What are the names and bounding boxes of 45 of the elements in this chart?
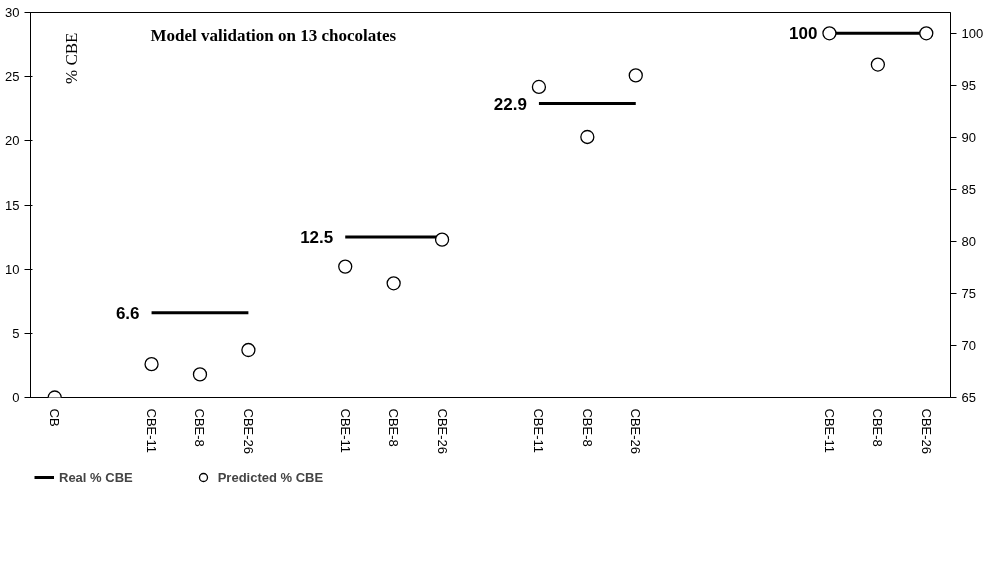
y-axis-title: % CBE bbox=[61, 32, 81, 84]
point bbox=[192, 367, 208, 382]
y-tick-label: 5 bbox=[12, 325, 20, 341]
y2-tick-label: 95 bbox=[961, 77, 976, 93]
y2-tick-label: 75 bbox=[961, 285, 976, 301]
y-tick-label: 15 bbox=[5, 197, 20, 213]
y2-tick-label: 80 bbox=[961, 233, 976, 249]
x-tick-label: CBE-8 bbox=[579, 408, 595, 447]
y2-tick-label: 70 bbox=[961, 337, 976, 353]
x-tick-label: CBE-26 bbox=[628, 408, 644, 455]
point bbox=[386, 276, 401, 291]
y-tick-label: 10 bbox=[5, 261, 20, 277]
data-label: 22.9 bbox=[493, 94, 527, 114]
text: Model validation on 13 chocolates bbox=[150, 25, 397, 45]
point bbox=[241, 342, 256, 358]
point bbox=[434, 232, 450, 247]
x-tick-label: CBE-26 bbox=[434, 408, 450, 455]
y-tick-label: 30 bbox=[5, 5, 20, 20]
y2-tick-label: 90 bbox=[961, 129, 976, 145]
point bbox=[531, 79, 547, 95]
y2-tick-label: 85 bbox=[961, 181, 976, 197]
x-tick-label: CB bbox=[47, 408, 63, 427]
y-tick-label: 20 bbox=[5, 133, 20, 149]
x-tick-label: CBE-11 bbox=[531, 408, 547, 454]
data-label: 6.6 bbox=[115, 303, 140, 323]
legend-label: Real % CBE bbox=[59, 469, 133, 485]
point bbox=[580, 129, 595, 145]
x-tick-label: CBE-8 bbox=[870, 408, 886, 447]
y-tick-label: 25 bbox=[5, 69, 20, 85]
y2-tick-label: 65 bbox=[961, 390, 976, 405]
y2-tick-label: 100 bbox=[961, 25, 984, 41]
x-tick-label: CBE-11 bbox=[144, 408, 160, 454]
x-tick-label: CBE-11 bbox=[337, 408, 353, 454]
data-label: 100 bbox=[789, 24, 818, 44]
x-tick-label: CBE-26 bbox=[240, 408, 256, 455]
legend-label: Predicted % CBE bbox=[217, 469, 324, 485]
point bbox=[338, 259, 353, 274]
point bbox=[144, 357, 159, 372]
x-tick-label: CBE-8 bbox=[386, 408, 402, 447]
x-tick-label: CBE-11 bbox=[821, 408, 837, 454]
x-tick-label: CBE-8 bbox=[192, 408, 208, 447]
x-tick-label: CBE-26 bbox=[918, 408, 934, 455]
data-label: 12.5 bbox=[300, 228, 334, 248]
y-tick-label: 0 bbox=[12, 390, 20, 405]
point bbox=[628, 68, 643, 83]
